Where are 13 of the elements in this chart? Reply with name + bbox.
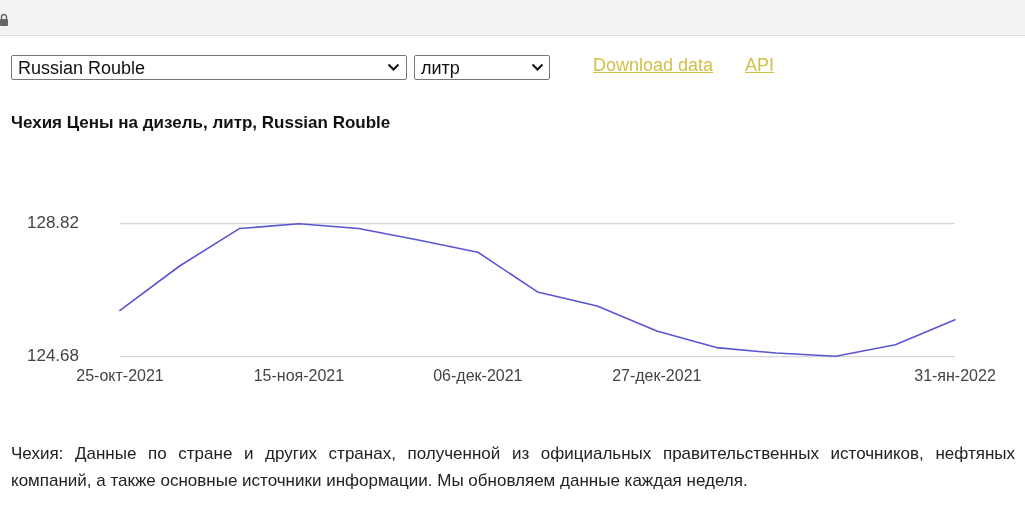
- x-tick-label: 31-ян-2022: [914, 366, 996, 384]
- x-tick-label: 25-окт-2021: [76, 366, 164, 384]
- y-tick-label: 124.68: [27, 345, 79, 365]
- x-tick-label: 27-дек-2021: [612, 366, 702, 384]
- chart-title: Чехия Цены на дизель, литр, Russian Rouble: [11, 113, 391, 133]
- text: API: [745, 54, 775, 76]
- x-tick-label: 06-дек-2021: [433, 366, 523, 384]
- text: Download data: [593, 54, 714, 76]
- x-tick-label: 15-ноя-2021: [253, 366, 345, 384]
- y-tick-label: 128.82: [27, 213, 79, 233]
- text: Чехия: Данные по стране и других странах, полученной из официальных правительственных источников, нефтяных компаний, а также основные источники информации. Мы обновляем данные каждая неделя.: [11, 443, 1015, 492]
- dropdown: литр: [414, 55, 550, 80]
- dropdown: Russian Rouble: [11, 55, 407, 80]
